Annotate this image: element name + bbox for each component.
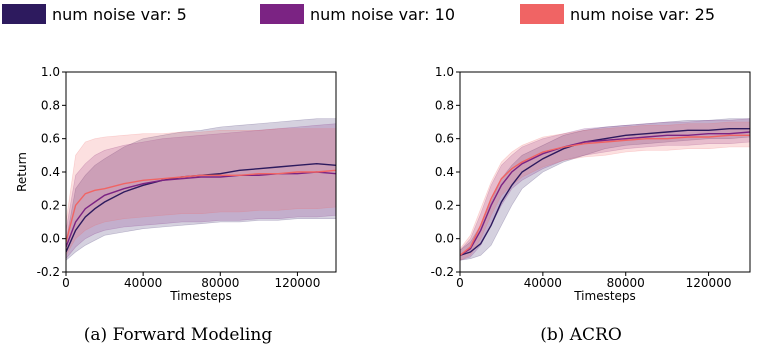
confidence-band-3 [66, 128, 336, 256]
legend-item-noise-10: num noise var: 10 [260, 2, 455, 26]
legend-swatch [520, 4, 564, 24]
series-line-2 [460, 131, 750, 256]
x-tick-label: 0 [456, 276, 464, 290]
y-tick-label: -0.2 [37, 265, 60, 279]
subfigure-caption: (b) ACRO [540, 325, 622, 345]
y-tick-label: 1.0 [41, 65, 60, 79]
chart-acro: -0.2 0.0 0.2 0.4 0.6 0.8 1.0 0 40000 80000 120000 T… [431, 65, 751, 345]
x-axis-label: Timesteps [169, 289, 232, 303]
series-line-3 [460, 134, 750, 256]
confidence-band-3 [460, 121, 750, 261]
legend-label: num noise var: 25 [570, 4, 715, 24]
y-tick-label: 0.4 [435, 165, 454, 179]
confidence-band-1 [460, 118, 750, 261]
y-tick-label: 1.0 [435, 65, 454, 79]
y-tick-label: 0.0 [435, 232, 454, 246]
legend-item-noise-25: num noise var: 25 [520, 2, 715, 26]
series-line-3 [66, 169, 336, 243]
y-tick-label: 0.4 [41, 165, 60, 179]
x-tick-label: 0 [62, 276, 70, 290]
legend-item-noise-5: num noise var: 5 [2, 2, 187, 26]
x-tick-label: 120000 [275, 276, 321, 290]
legend: num noise var: 5 num noise var: 10 num n… [0, 0, 757, 30]
x-tick-label: 120000 [686, 276, 732, 290]
x-tick-label: 40000 [124, 276, 162, 290]
y-tick-label: -0.2 [431, 265, 454, 279]
legend-label: num noise var: 10 [310, 4, 455, 24]
chart-forward-modeling: -0.2 0.0 0.2 0.4 0.6 0.8 1.0 0 40000 80000 120000 T… [15, 65, 337, 345]
y-tick-label: 0.2 [435, 198, 454, 212]
y-tick-label: 0.2 [41, 198, 60, 212]
y-tick-label: 0.6 [41, 132, 60, 146]
x-tick-label: 40000 [524, 276, 562, 290]
x-axis-label: Timesteps [573, 289, 636, 303]
y-tick-label: 0.8 [435, 98, 454, 112]
legend-label: num noise var: 5 [52, 4, 187, 24]
y-axis-label: Return [15, 152, 29, 192]
x-tick-label: 80000 [607, 276, 645, 290]
y-tick-label: 0.8 [41, 98, 60, 112]
confidence-band-2 [460, 118, 750, 261]
confidence-band-2 [66, 123, 336, 260]
y-tick-label: 0.6 [435, 132, 454, 146]
legend-swatch [2, 4, 46, 24]
x-tick-label: 80000 [201, 276, 239, 290]
subfigure-caption: (a) Forward Modeling [84, 325, 273, 345]
legend-swatch [260, 4, 304, 24]
confidence-band-1 [66, 118, 336, 261]
y-tick-label: 0.0 [41, 232, 60, 246]
